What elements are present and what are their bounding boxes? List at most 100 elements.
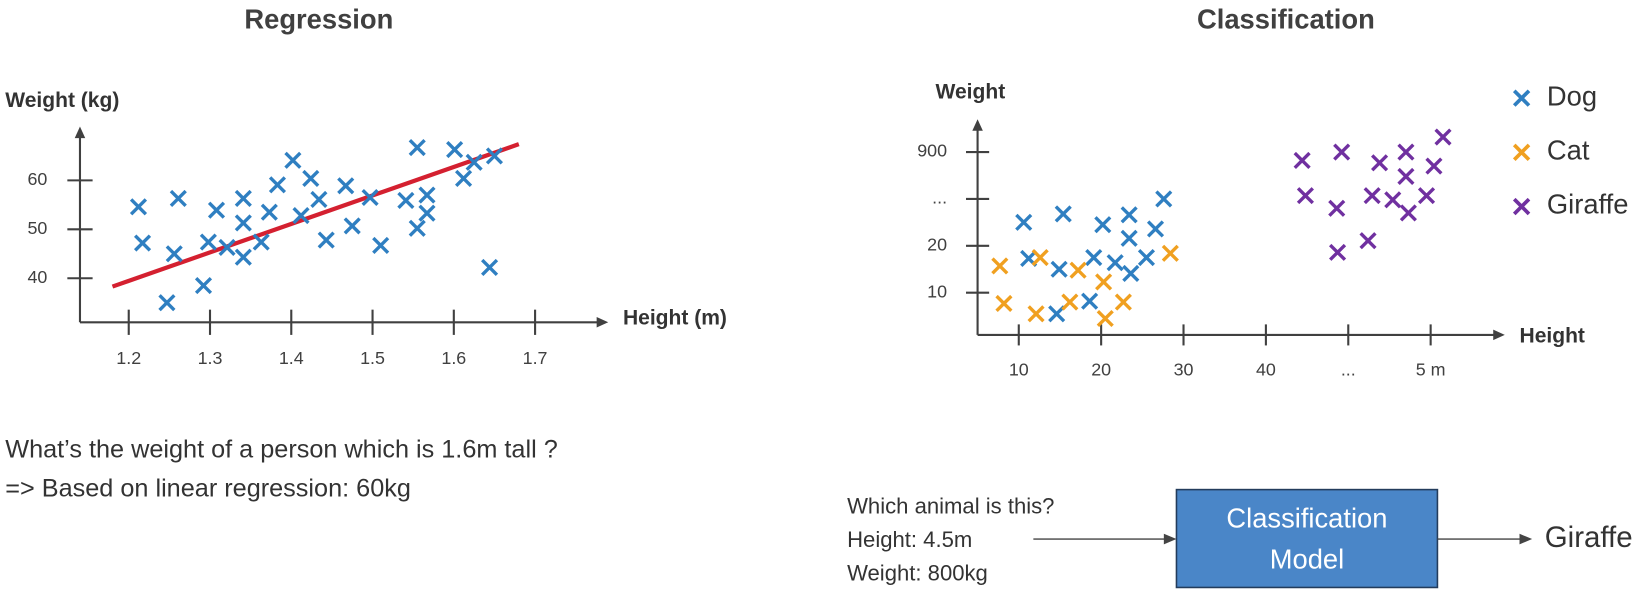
- point: [133, 234, 152, 252]
- input-line: Height: 4.5m: [847, 527, 972, 552]
- point: [292, 207, 310, 225]
- point: [234, 214, 252, 232]
- model-box: [1175, 488, 1439, 589]
- x-tick-label: 1.5: [360, 348, 385, 368]
- point: [234, 189, 252, 208]
- point: [169, 189, 187, 208]
- point: [1397, 167, 1415, 185]
- chart-title: Regression: [244, 4, 393, 35]
- x-tick-label: 1.7: [523, 348, 548, 368]
- point: [1096, 309, 1114, 328]
- y-tick-label: ...: [932, 188, 947, 208]
- x-tick-label: 10: [1009, 359, 1029, 379]
- output-label: Giraffe: [1545, 521, 1633, 554]
- point: [1069, 261, 1087, 279]
- x-axis-label: Height (m): [623, 307, 727, 330]
- x-tick-label: 1.3: [198, 348, 223, 368]
- arrow-head: [1519, 533, 1533, 545]
- legend-marker: [1512, 89, 1531, 107]
- legend-label: Giraffe: [1547, 189, 1629, 220]
- x-axis-label: Height: [1520, 325, 1585, 348]
- x-tick-label: 20: [1091, 359, 1111, 379]
- point: [408, 139, 426, 157]
- model-label: Classification: [1226, 502, 1387, 533]
- x-tick-label: 1.6: [441, 348, 466, 368]
- point: [1425, 157, 1443, 175]
- y-tick-label: 60: [27, 169, 47, 189]
- x-tick-label: 1.4: [279, 348, 304, 368]
- point: [485, 147, 504, 165]
- point: [1417, 187, 1436, 205]
- point: [1048, 305, 1066, 323]
- point: [234, 248, 252, 266]
- point: [1434, 128, 1452, 146]
- point: [1371, 154, 1389, 172]
- input-line: Weight: 800kg: [847, 561, 988, 586]
- point: [1095, 273, 1113, 291]
- point: [1384, 191, 1402, 209]
- point: [1031, 248, 1049, 267]
- point: [1106, 254, 1124, 272]
- point: [481, 258, 499, 277]
- answer-line: => Based on linear regression: 60kg: [5, 474, 411, 502]
- arrow-head: [1163, 533, 1177, 545]
- point: [1296, 187, 1314, 205]
- point: [129, 198, 148, 216]
- point: [418, 186, 436, 204]
- point: [1155, 190, 1173, 208]
- point: [1114, 293, 1132, 311]
- x-tick-label: ...: [1341, 359, 1356, 379]
- y-tick-label: 10: [927, 281, 947, 301]
- point: [397, 191, 415, 209]
- legend-marker: [1512, 197, 1531, 216]
- y-tick-label: 50: [27, 218, 47, 238]
- point: [1015, 213, 1033, 231]
- y-tick-label: 40: [27, 267, 47, 287]
- point: [1328, 199, 1346, 217]
- point: [408, 219, 426, 237]
- point: [1161, 244, 1179, 262]
- point: [337, 177, 355, 195]
- point: [218, 238, 236, 256]
- point: [158, 294, 176, 312]
- model-label: Model: [1270, 543, 1344, 574]
- axis-arrow: [596, 317, 609, 328]
- point: [1137, 248, 1156, 267]
- point: [1050, 260, 1068, 278]
- question-line: What’s the weight of a person which is 1…: [5, 435, 558, 463]
- y-axis-label: Weight: [935, 80, 1005, 103]
- point: [207, 201, 226, 219]
- point: [260, 203, 278, 221]
- point: [1120, 229, 1138, 247]
- point: [1061, 293, 1079, 311]
- x-tick-label: 5 m: [1416, 359, 1446, 379]
- point: [1081, 292, 1099, 310]
- point: [418, 204, 436, 222]
- x-tick-label: 1.2: [116, 348, 141, 368]
- point: [1027, 305, 1045, 323]
- legend-marker: [1512, 143, 1531, 162]
- input-line: Which animal is this?: [847, 493, 1054, 518]
- point: [455, 169, 473, 187]
- regression-line: [111, 142, 520, 289]
- point: [194, 277, 213, 295]
- point: [1085, 248, 1103, 267]
- point: [165, 245, 183, 263]
- point: [361, 188, 379, 207]
- point: [372, 236, 390, 255]
- y-axis-label: Weight (kg): [5, 89, 119, 112]
- point: [995, 294, 1013, 313]
- legend-label: Cat: [1547, 135, 1590, 166]
- point: [284, 151, 302, 169]
- point: [446, 140, 464, 159]
- point: [199, 233, 217, 251]
- x-tick-label: 40: [1256, 359, 1276, 379]
- chart-title: Classification: [1197, 4, 1375, 35]
- point: [465, 153, 483, 171]
- axis-arrow: [972, 119, 983, 131]
- point: [317, 231, 335, 249]
- axis-arrow: [1493, 329, 1505, 341]
- point: [268, 176, 287, 194]
- legend-label: Dog: [1547, 80, 1597, 111]
